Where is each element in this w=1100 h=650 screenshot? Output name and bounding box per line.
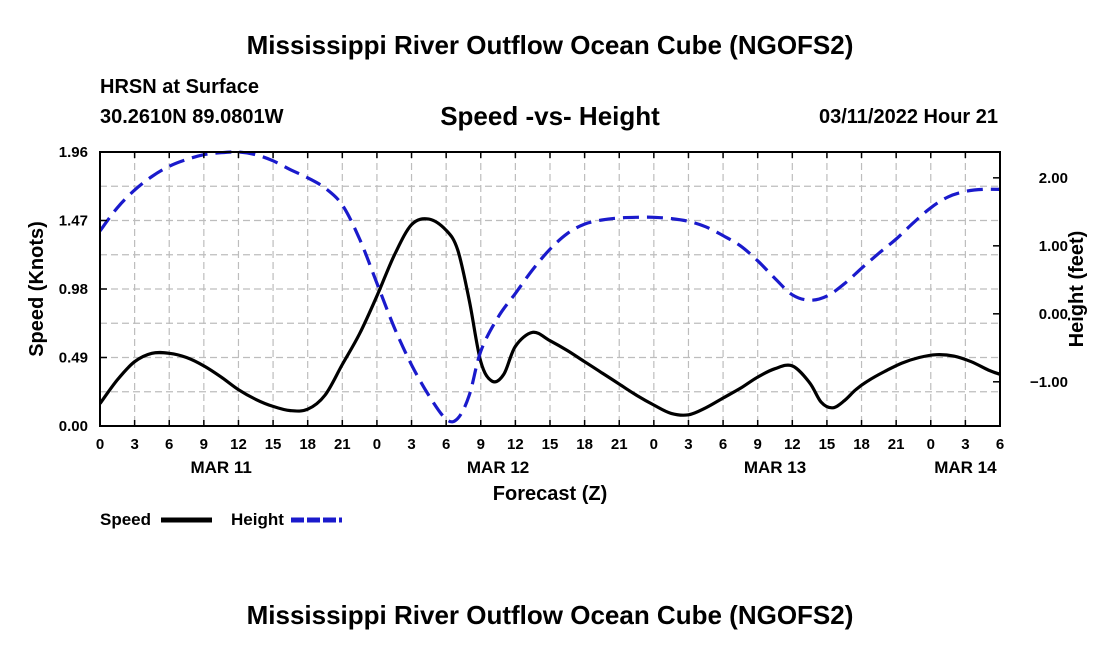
date-label: MAR 13 — [744, 458, 806, 477]
x-tick-label: 18 — [299, 436, 316, 453]
speed-line — [100, 217, 1000, 417]
x-axis-title: Forecast (Z) — [493, 483, 607, 505]
x-tick-label: 9 — [477, 436, 485, 453]
y2-tick-label: 0.00 — [1039, 306, 1068, 323]
x-tick-label: 15 — [542, 436, 559, 453]
date-label: MAR 11 — [190, 458, 251, 477]
axis-labels: 0 3 6 9 12 15 18 21 0 3 6 9 12 15 18 21 0 3 6 9 12 15 18 21 0 3 6M… — [26, 144, 1088, 505]
y2-axis-title: Height (feet) — [1066, 231, 1088, 348]
x-tick-label: 3 — [684, 436, 692, 453]
x-tick-label: 12 — [507, 436, 524, 453]
date-label: MAR 12 — [467, 458, 529, 477]
x-tick-label: 12 — [230, 436, 247, 453]
y-tick-label: 0.49 — [59, 350, 88, 367]
y2-tick-label: 1.00 — [1039, 238, 1068, 255]
y2-tick-label: 2.00 — [1039, 170, 1068, 187]
x-tick-label: 21 — [611, 436, 628, 453]
x-tick-label: 21 — [334, 436, 351, 453]
x-tick-label: 18 — [853, 436, 870, 453]
x-tick-label: 0 — [373, 436, 381, 453]
x-tick-label: 3 — [130, 436, 138, 453]
x-tick-label: 9 — [754, 436, 762, 453]
chart-subtitle: Speed -vs- Height — [440, 101, 660, 131]
main-title-repeat: Mississippi River Outflow Ocean Cube (NG… — [246, 600, 854, 630]
x-tick-label: 0 — [650, 436, 658, 453]
x-tick-label: 6 — [165, 436, 173, 453]
x-tick-label: 6 — [442, 436, 450, 453]
legend-label-height: Height — [231, 510, 284, 529]
speed-height-chart: 0 3 6 9 12 15 18 21 0 3 6 9 12 15 18 21 0 3 6 9 12 15 18 21 0 3 6M… — [26, 144, 1088, 529]
x-tick-label: 21 — [888, 436, 905, 453]
x-tick-label: 9 — [200, 436, 208, 453]
x-tick-label: 6 — [996, 436, 1004, 453]
y2-tick-label: −1.00 — [1030, 374, 1068, 391]
legend: Speed Height — [100, 510, 342, 529]
height-line — [100, 150, 1000, 424]
x-tick-label: 0 — [96, 436, 104, 453]
x-tick-label: 15 — [265, 436, 282, 453]
main-title: Mississippi River Outflow Ocean Cube (NG… — [246, 30, 854, 60]
date-label: MAR 14 — [934, 458, 997, 477]
station-label: HRSN at Surface — [100, 76, 259, 98]
x-tick-label: 18 — [576, 436, 593, 453]
x-tick-label: 3 — [407, 436, 415, 453]
x-tick-label: 6 — [719, 436, 727, 453]
y-tick-label: 0.00 — [59, 418, 88, 435]
x-tick-label: 0 — [927, 436, 935, 453]
axis-ticks — [99, 151, 1001, 427]
forecast-datetime: 03/11/2022 Hour 21 — [818, 106, 998, 128]
station-coordinates: 30.2610N 89.0801W — [100, 106, 284, 128]
y-axis-title: Speed (Knots) — [26, 221, 48, 357]
x-tick-label: 15 — [819, 436, 836, 453]
y-tick-label: 1.47 — [59, 213, 88, 230]
x-tick-label: 3 — [961, 436, 969, 453]
series-lines — [100, 150, 1000, 424]
x-tick-label: 12 — [784, 436, 801, 453]
y-tick-label: 0.98 — [59, 281, 88, 298]
grid-lines — [100, 152, 1000, 426]
y-tick-label: 1.96 — [59, 144, 88, 161]
legend-label-speed: Speed — [100, 510, 151, 529]
